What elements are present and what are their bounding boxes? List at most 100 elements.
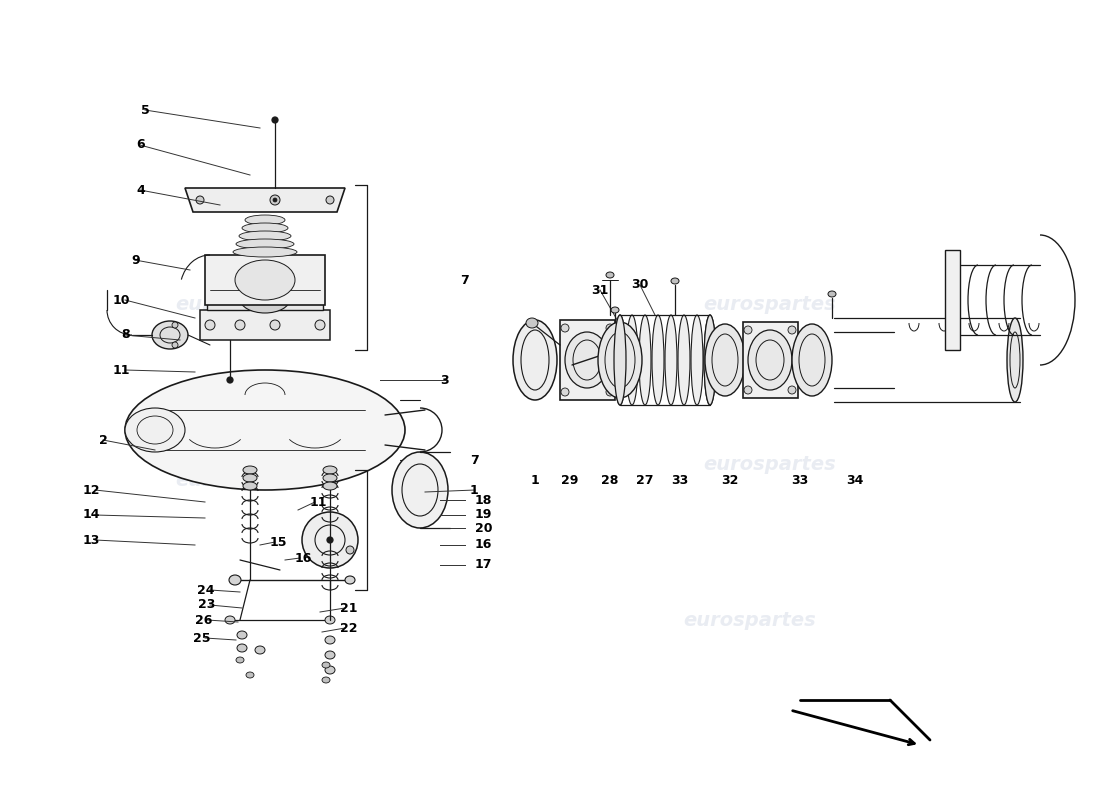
Ellipse shape: [561, 388, 569, 396]
Text: 10: 10: [112, 294, 130, 306]
Ellipse shape: [606, 324, 614, 332]
Bar: [200, 310, 330, 340]
Ellipse shape: [236, 239, 294, 249]
Ellipse shape: [610, 307, 619, 313]
Text: 22: 22: [340, 622, 358, 634]
Ellipse shape: [705, 324, 745, 396]
Ellipse shape: [227, 377, 233, 383]
Ellipse shape: [246, 672, 254, 678]
Ellipse shape: [242, 223, 288, 233]
Ellipse shape: [704, 315, 716, 405]
Text: eurospartes: eurospartes: [704, 454, 836, 474]
Text: 9: 9: [131, 254, 140, 266]
Ellipse shape: [233, 247, 297, 257]
Ellipse shape: [273, 198, 277, 202]
Text: 29: 29: [561, 474, 579, 486]
Ellipse shape: [236, 631, 248, 639]
Ellipse shape: [639, 315, 651, 405]
Ellipse shape: [322, 677, 330, 683]
Ellipse shape: [671, 278, 679, 284]
Ellipse shape: [226, 616, 235, 624]
Ellipse shape: [172, 322, 178, 328]
Ellipse shape: [792, 324, 832, 396]
Ellipse shape: [704, 315, 716, 405]
Text: 11: 11: [310, 495, 328, 509]
Ellipse shape: [324, 651, 336, 659]
Ellipse shape: [240, 285, 290, 313]
Polygon shape: [185, 188, 345, 212]
Ellipse shape: [598, 322, 642, 398]
Text: 25: 25: [192, 631, 210, 645]
Text: eurospartes: eurospartes: [176, 470, 308, 490]
Ellipse shape: [561, 324, 569, 332]
Ellipse shape: [606, 272, 614, 278]
Ellipse shape: [323, 466, 337, 474]
Ellipse shape: [324, 666, 336, 674]
Text: 23: 23: [198, 598, 214, 611]
Ellipse shape: [229, 575, 241, 585]
Text: 8: 8: [121, 329, 130, 342]
Ellipse shape: [172, 342, 178, 348]
Text: 18: 18: [475, 494, 493, 506]
Text: 16: 16: [295, 551, 312, 565]
Text: eurospartes: eurospartes: [683, 610, 816, 630]
Ellipse shape: [315, 320, 324, 330]
Text: 27: 27: [636, 474, 653, 486]
Ellipse shape: [236, 657, 244, 663]
Text: 19: 19: [475, 509, 493, 522]
Text: 20: 20: [475, 522, 493, 534]
Ellipse shape: [565, 332, 609, 388]
Text: 33: 33: [671, 474, 689, 486]
Ellipse shape: [614, 315, 626, 405]
Ellipse shape: [243, 474, 257, 482]
Text: 28: 28: [602, 474, 618, 486]
Text: 31: 31: [592, 283, 608, 297]
Ellipse shape: [302, 512, 358, 568]
Text: 34: 34: [846, 474, 864, 486]
Text: 7: 7: [470, 454, 478, 466]
Ellipse shape: [327, 537, 333, 543]
Ellipse shape: [666, 315, 676, 405]
Text: 13: 13: [82, 534, 100, 546]
Bar: [207, 288, 323, 310]
Ellipse shape: [652, 315, 664, 405]
Bar: [945, 250, 960, 350]
Ellipse shape: [255, 646, 265, 654]
Ellipse shape: [513, 320, 557, 400]
Text: 32: 32: [722, 474, 739, 486]
Text: 30: 30: [631, 278, 649, 291]
Ellipse shape: [788, 326, 796, 334]
Text: 3: 3: [440, 374, 449, 386]
Text: 14: 14: [82, 509, 100, 522]
Ellipse shape: [239, 231, 292, 241]
Ellipse shape: [236, 644, 248, 652]
Text: 2: 2: [99, 434, 108, 446]
Ellipse shape: [345, 576, 355, 584]
Ellipse shape: [626, 315, 638, 405]
Text: 7: 7: [460, 274, 469, 286]
Ellipse shape: [323, 482, 337, 490]
Text: 16: 16: [475, 538, 493, 551]
Text: 21: 21: [340, 602, 358, 614]
Text: 15: 15: [270, 535, 287, 549]
Ellipse shape: [744, 326, 752, 334]
Bar: [205, 255, 324, 305]
Ellipse shape: [392, 452, 448, 528]
Text: eurospartes: eurospartes: [704, 294, 836, 314]
Ellipse shape: [205, 320, 214, 330]
Ellipse shape: [270, 320, 280, 330]
Ellipse shape: [196, 196, 204, 204]
Text: eurospartes: eurospartes: [176, 294, 308, 314]
Ellipse shape: [152, 321, 188, 349]
Text: 17: 17: [475, 558, 493, 571]
Ellipse shape: [691, 315, 703, 405]
Ellipse shape: [323, 474, 337, 482]
Text: 5: 5: [141, 103, 150, 117]
Text: 1: 1: [470, 483, 478, 497]
Text: 26: 26: [195, 614, 212, 626]
Text: 1: 1: [530, 474, 539, 486]
Ellipse shape: [614, 315, 626, 405]
Ellipse shape: [526, 318, 538, 328]
Ellipse shape: [678, 315, 690, 405]
Ellipse shape: [272, 117, 278, 123]
